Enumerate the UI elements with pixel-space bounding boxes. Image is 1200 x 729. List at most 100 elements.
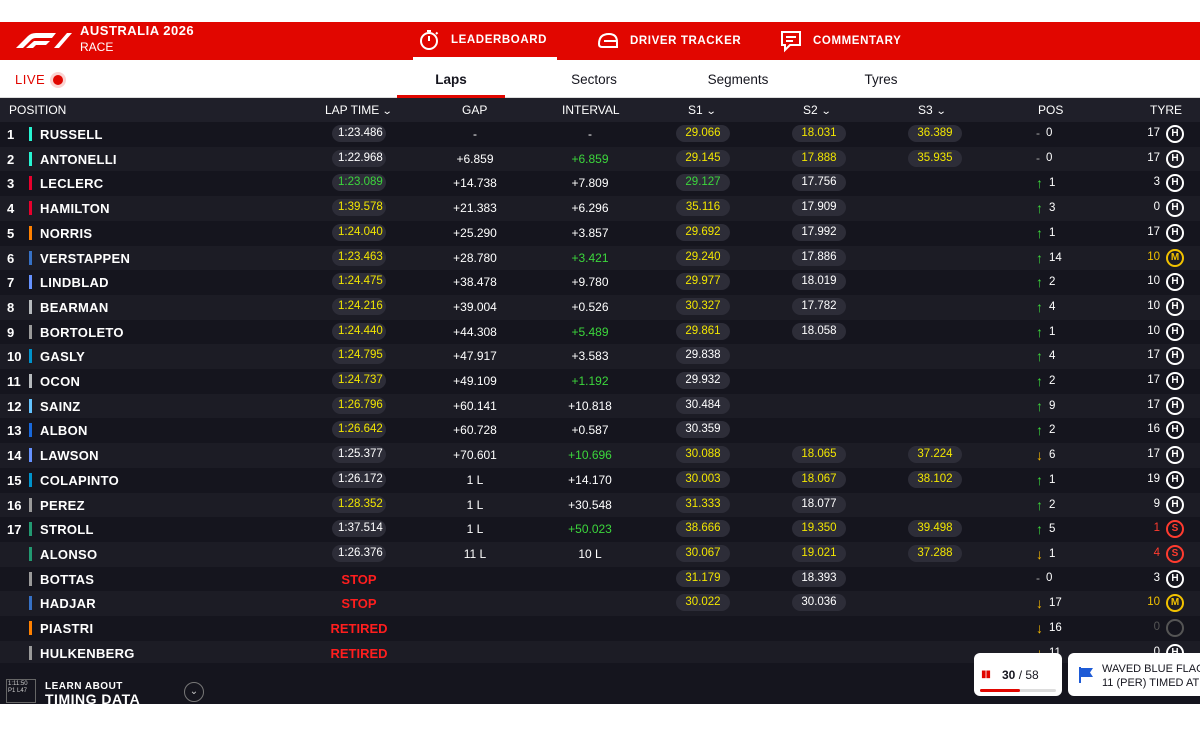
driver-name[interactable]: HULKENBERG [40,645,135,661]
table-row[interactable]: 6 VERSTAPPEN 1:23.463 +28.780 +3.421 29.240 17… [0,245,1200,271]
table-row[interactable]: ALONSO 1:26.376 11 L 10 L 30.067 19.021 37.288… [0,541,1200,567]
sub-nav-bar: LIVE Laps Sectors Segments Tyres [0,60,1200,98]
tyre-compound-icon[interactable]: H [1166,273,1184,292]
tyre-compound-icon[interactable]: H [1166,174,1184,193]
table-row[interactable]: BOTTAS STOP 31.179 18.393 -0 3 H [0,567,1200,592]
lap-time: 1:26.376 [332,544,386,562]
arrow-up-icon: ↑ [1036,397,1043,414]
tyre-compound-icon[interactable]: S [1166,544,1184,563]
driver-name[interactable]: STROLL [40,522,94,538]
tyre-compound-icon[interactable]: H [1166,199,1184,218]
driver-name[interactable]: ALBON [40,423,88,439]
tab-sectors[interactable]: Sectors [571,71,617,87]
driver-name[interactable]: PIASTRI [40,621,94,636]
driver-name[interactable]: LINDBLAD [40,275,109,291]
driver-name[interactable]: GASLY [40,349,86,365]
tyre-compound-icon[interactable]: H [1166,396,1184,415]
col-s3[interactable]: S3 ⌄ [918,103,946,117]
tab-commentary[interactable]: COMMENTARY [779,22,901,60]
tab-leaderboard[interactable]: LEADERBOARD [413,22,557,60]
position-change: ↑ 2 [1036,422,1055,438]
tab-tyres[interactable]: Tyres [864,71,898,87]
sector-s2-time: 17.756 [792,174,846,192]
table-row[interactable]: 11 OCON 1:24.737 +49.109 +1.192 29.932 ↑ 2 17 H [0,369,1200,394]
f1-logo-icon[interactable] [14,30,74,52]
tyre-compound-icon[interactable]: H [1166,297,1184,316]
col-lap-time[interactable]: LAP TIME ⌄ [325,103,393,117]
driver-name[interactable]: RUSSELL [40,127,103,142]
expand-chevron-icon[interactable]: ⌄ [184,682,204,702]
table-row[interactable]: 10 GASLY 1:24.795 +47.917 +3.583 29.838 ↑ 4 17 H [0,344,1200,369]
dash-icon: - [1036,126,1040,140]
table-row[interactable]: 2 ANTONELLI 1:22.968 +6.859 +6.859 29.145 17.8… [0,146,1200,172]
tab-segments[interactable]: Segments [707,71,769,87]
chevron-down-icon: ⌄ [381,106,393,117]
driver-name[interactable]: BOTTAS [40,571,95,587]
driver-name[interactable]: LECLERC [40,176,104,192]
tyre-compound-icon[interactable]: H [1166,347,1184,366]
tyre-compound-icon[interactable]: S [1166,520,1184,539]
driver-name[interactable]: VERSTAPPEN [40,250,131,266]
tyre-compound-icon[interactable]: H [1166,322,1184,341]
dash-icon: - [1036,570,1040,585]
driver-name[interactable]: HAMILTON [40,201,110,217]
table-row[interactable]: HADJAR STOP 30.022 30.036 ↓ 17 10 M [0,591,1200,616]
driver-name[interactable]: HADJAR [40,596,96,612]
tyre-compound-icon[interactable]: H [1166,495,1184,514]
col-position[interactable]: POSITION [9,103,67,117]
tyre-compound-icon[interactable]: H [1166,223,1184,242]
tyre-compound-icon[interactable]: H [1166,125,1184,143]
driver-name[interactable]: NORRIS [40,225,93,241]
tyre-compound-icon[interactable]: H [1166,149,1184,168]
driver-name[interactable]: ANTONELLI [40,151,117,167]
driver-name[interactable]: BORTOLETO [40,324,124,340]
table-row[interactable]: 1 RUSSELL 1:23.486- -29.066 18.031 36.389-0 17… [0,122,1200,147]
table-row[interactable]: 9 BORTOLETO 1:24.440 +44.308 +5.489 29.861 18.… [0,320,1200,345]
table-row[interactable]: 13 ALBON 1:26.642 +60.728 +0.587 30.359 ↑ 2 16 H [0,418,1200,443]
tyre-age: 9 [1153,497,1160,510]
col-gap[interactable]: GAP [462,103,488,117]
driver-name[interactable]: ALONSO [40,546,98,562]
team-color-bar [29,596,32,611]
sector-s3-time: 36.389 [908,125,962,142]
table-row[interactable]: 5 NORRIS 1:24.040 +25.290 +3.857 29.692 17.992… [0,221,1200,246]
driver-name[interactable]: SAINZ [40,398,81,414]
tyre-compound-icon[interactable]: M [1166,248,1184,267]
table-row[interactable]: 15 COLAPINTO 1:26.172 1 L +14.170 30.003 18.06… [0,468,1200,493]
tyre-compound-icon[interactable]: M [1166,594,1184,613]
race-control-notice[interactable]: WAVED BLUE FLAG 11 (PER) TIMED AT [1068,653,1200,696]
table-row[interactable]: 4 HAMILTON 1:39.578 +21.383 +6.296 35.116 17.9… [0,196,1200,221]
col-tyre[interactable]: TYRE [1150,103,1183,117]
learn-about-label[interactable]: LEARN ABOUT [45,681,123,692]
table-row[interactable]: 7 LINDBLAD 1:24.475 +38.478 +9.780 29.977 18.0… [0,270,1200,295]
col-s1[interactable]: S1 ⌄ [688,103,716,117]
tyre-compound-icon[interactable]: H [1166,569,1184,588]
driver-name[interactable]: BEARMAN [40,299,109,315]
table-row[interactable]: 8 BEARMAN 1:24.216 +39.004 +0.526 30.327 17.78… [0,294,1200,320]
driver-name[interactable]: PEREZ [40,497,85,513]
table-row[interactable]: 12 SAINZ 1:26.796 +60.141 +10.818 30.484 ↑ 9 17 H [0,393,1200,419]
table-row[interactable]: 3 LECLERC 1:23.089 +14.738 +7.809 29.127 17.75… [0,171,1200,196]
table-row[interactable]: 14 LAWSON 1:25.377 +70.601 +10.696 30.088 18.0… [0,443,1200,468]
tab-driver-tracker[interactable]: DRIVER TRACKER [596,22,741,60]
timing-data-label[interactable]: TIMING DATA [45,691,141,707]
driver-name[interactable]: OCON [40,374,81,389]
table-row[interactable]: PIASTRI RETIRED ↓ 16 0 [0,616,1200,641]
col-s2[interactable]: S2 ⌄ [803,103,831,117]
tyre-compound-icon[interactable]: H [1166,421,1184,440]
col-interval[interactable]: INTERVAL [562,103,620,117]
table-row[interactable]: 16 PEREZ 1:28.352 1 L +30.548 31.333 18.077 ↑ 2 9… [0,492,1200,518]
tyre-compound-icon[interactable]: H [1166,446,1184,465]
driver-name[interactable]: COLAPINTO [40,472,120,488]
col-pos[interactable]: POS [1038,103,1064,117]
tab-laps[interactable]: Laps [397,60,505,98]
tyre-compound-icon[interactable] [1166,619,1184,637]
sector-s3-time: 37.224 [908,446,962,464]
sector-s1-time: 35.116 [676,199,730,217]
team-color-bar [29,423,32,438]
table-row[interactable]: 17 STROLL 1:37.514 1 L +50.023 38.666 19.350 39… [0,517,1200,542]
tyre-compound-icon[interactable]: H [1166,470,1184,489]
driver-name[interactable]: LAWSON [40,448,99,464]
tyre-compound-icon[interactable]: H [1166,372,1184,390]
position-number: 3 [7,176,15,192]
